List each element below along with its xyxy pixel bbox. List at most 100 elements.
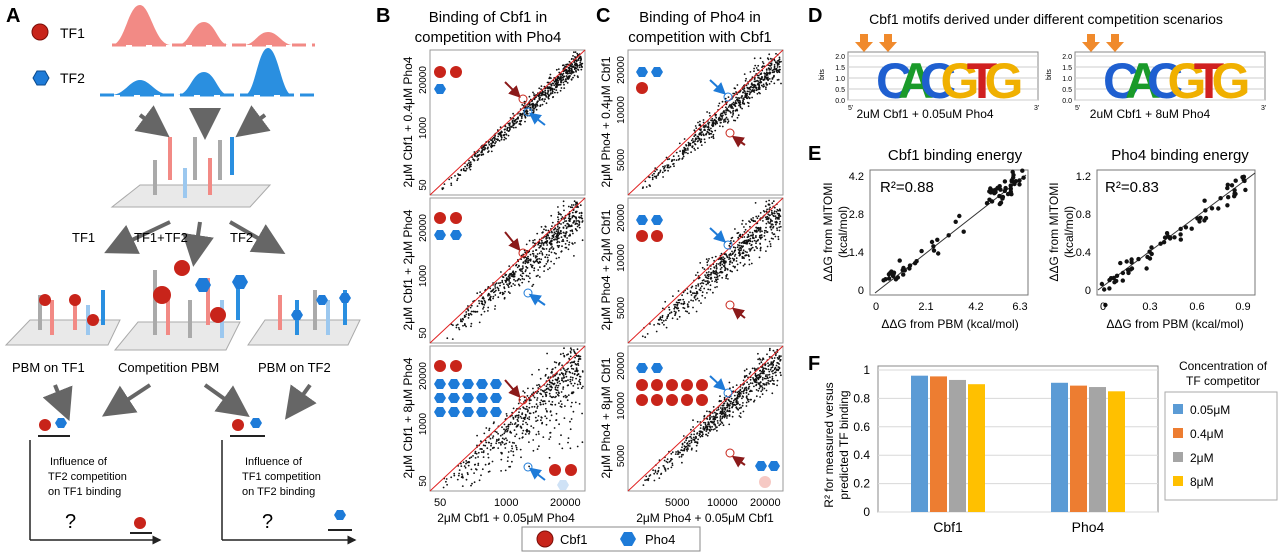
scatter-point <box>491 460 494 463</box>
scatter-point <box>762 210 765 212</box>
scatter-point <box>730 106 733 109</box>
scatter-point <box>567 248 570 251</box>
scatter-point <box>561 73 564 76</box>
scatter-point <box>581 217 583 220</box>
c2-ylabel: 2μM Pho4 + 2μM Cbf1 <box>599 209 613 330</box>
scatter-point <box>712 270 715 273</box>
scatter-point <box>561 447 564 450</box>
scatter-point <box>765 210 768 213</box>
scatter-point <box>664 300 667 303</box>
scatter-point <box>739 261 742 264</box>
scatter-point <box>749 248 752 251</box>
arrow <box>182 221 214 267</box>
scatter-point <box>768 240 771 243</box>
scatter-point <box>565 231 568 233</box>
scatter-point <box>535 249 537 252</box>
scatter-point <box>704 423 707 426</box>
scatter-point <box>567 441 569 444</box>
scatter-point <box>524 399 526 402</box>
scatter-point <box>672 155 675 158</box>
scatter-point <box>550 251 553 254</box>
scatter-point <box>567 353 569 356</box>
scatter-point <box>498 139 501 142</box>
scatter-point <box>710 136 713 139</box>
energy-point <box>1162 235 1168 240</box>
scatter-point <box>477 158 480 160</box>
red-arrow <box>731 307 746 320</box>
scatter-point <box>491 437 494 439</box>
scatter-point <box>486 147 489 150</box>
scatter-point <box>776 60 779 62</box>
scatter-point <box>578 403 581 405</box>
scatter-point <box>760 78 763 80</box>
scatter-point <box>548 77 551 80</box>
scatter-point <box>681 449 684 452</box>
scatter-point <box>724 400 727 403</box>
scatter-point <box>657 318 660 321</box>
scatter-point <box>532 283 535 286</box>
scatter-point <box>567 78 570 80</box>
scatter-point <box>697 285 700 287</box>
scatter-point <box>651 176 654 179</box>
scatter-point <box>565 396 567 399</box>
scatter-point <box>507 291 510 293</box>
scatter-point <box>743 73 746 75</box>
scatter-point <box>728 244 731 247</box>
scatter-point <box>756 247 758 250</box>
scatter-point <box>754 372 757 375</box>
scatter-point <box>553 231 556 234</box>
scatter-point <box>568 66 571 69</box>
scatter-point <box>501 440 503 443</box>
scatter-point <box>536 253 539 255</box>
energy-point <box>989 199 995 204</box>
e1-yticks: 4.2 2.8 1.4 0 <box>849 171 864 297</box>
scatter-point <box>562 367 565 370</box>
scatter-point <box>495 440 498 442</box>
scatter-point <box>549 436 552 438</box>
scatter-point <box>481 451 483 453</box>
scatter-point <box>482 450 485 452</box>
scatter-point <box>674 303 677 306</box>
scatter-point <box>558 71 561 74</box>
scatter-point <box>508 280 511 282</box>
scatter-c3-points <box>642 347 782 486</box>
scatter-point <box>752 378 755 380</box>
scatter-point <box>528 418 531 421</box>
scatter-point <box>661 316 664 319</box>
scatter-point <box>748 242 751 245</box>
scatter-point <box>573 350 576 353</box>
scatter-point <box>736 246 739 249</box>
scatter-point <box>717 408 720 411</box>
scatter-point <box>570 382 573 385</box>
scatter-point <box>767 379 770 382</box>
scatter-point <box>518 411 520 414</box>
scatter-point <box>570 348 573 351</box>
scatter-point <box>767 213 770 216</box>
scatter-point <box>523 391 526 394</box>
scatter-point <box>478 150 480 152</box>
scatter-point <box>576 445 579 448</box>
scatter-point <box>668 166 670 169</box>
scatter-point <box>749 371 752 374</box>
e2-title: Pho4 binding energy <box>1111 147 1249 164</box>
scatter-point <box>492 435 495 437</box>
energy-point <box>1136 256 1141 262</box>
orange-arrow <box>855 34 873 52</box>
scatter-point <box>571 376 574 379</box>
scatter-point <box>488 143 491 146</box>
scatter-point <box>733 258 736 261</box>
scatter-point <box>498 438 500 440</box>
scatter-point <box>674 312 677 315</box>
scatter-point <box>526 408 528 410</box>
scatter-point <box>728 409 731 412</box>
scatter-point <box>711 124 713 127</box>
scatter-point <box>576 59 578 62</box>
pho4-icon <box>490 407 502 417</box>
scatter-point <box>559 405 562 408</box>
scatter-point <box>557 376 560 379</box>
scatter-point <box>518 277 520 280</box>
scatter-point <box>531 106 534 109</box>
scatter-point <box>496 438 498 441</box>
scatter-point <box>717 422 719 424</box>
